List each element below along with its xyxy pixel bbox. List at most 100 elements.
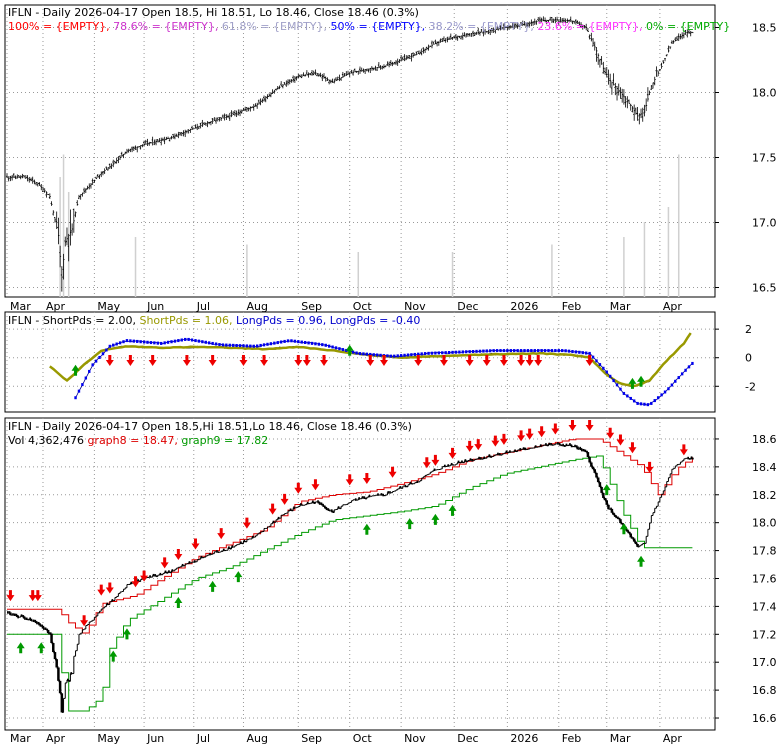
price-candle bbox=[163, 136, 166, 145]
price-candle bbox=[420, 48, 423, 56]
osc-up-arrow bbox=[628, 377, 637, 389]
price-candle bbox=[6, 173, 8, 178]
price-candle bbox=[251, 106, 254, 109]
price-candle bbox=[655, 66, 658, 77]
price-candle bbox=[686, 29, 689, 38]
osc-legend-item: ShortPds = 1.06, bbox=[136, 314, 233, 327]
price-candle bbox=[554, 17, 557, 24]
price-candle bbox=[622, 89, 625, 105]
price-candle bbox=[360, 67, 363, 72]
price-candle bbox=[319, 72, 322, 78]
price-candle bbox=[155, 139, 158, 146]
bands-xtick-label: Mar bbox=[610, 732, 631, 745]
price-candle bbox=[48, 193, 51, 199]
price-candle bbox=[645, 98, 648, 112]
bands-down-arrow bbox=[345, 474, 354, 486]
price-candle bbox=[288, 79, 291, 85]
price-candle bbox=[377, 62, 380, 69]
bands-down-arrow bbox=[448, 447, 457, 459]
bands-ytick-label: 16.6 bbox=[752, 712, 777, 725]
price-candle bbox=[446, 36, 449, 43]
bands-down-arrow bbox=[217, 528, 226, 540]
price-candle bbox=[569, 16, 572, 23]
bands-down-arrow bbox=[280, 493, 289, 505]
price-candle bbox=[364, 69, 367, 74]
fib-legend-item: 0% = {EMPTY} bbox=[643, 20, 731, 33]
bands-up-arrow bbox=[122, 628, 131, 640]
price-candle bbox=[470, 33, 473, 37]
price-candle bbox=[254, 103, 257, 107]
price-candle bbox=[64, 236, 67, 247]
price-candle bbox=[275, 88, 278, 91]
price-candle bbox=[381, 65, 384, 70]
price-candle bbox=[312, 70, 315, 76]
price-candle bbox=[670, 40, 673, 44]
price-candle bbox=[316, 72, 319, 77]
price-candle bbox=[643, 104, 646, 117]
price-candle bbox=[57, 217, 60, 245]
price-candle bbox=[676, 36, 679, 42]
price-candle bbox=[357, 70, 360, 75]
price-candle bbox=[595, 47, 598, 62]
price-candle bbox=[664, 58, 667, 62]
price-candle bbox=[489, 29, 492, 36]
price-xtick-label: Jul bbox=[196, 300, 210, 313]
price-candle bbox=[593, 41, 596, 51]
price-candle bbox=[353, 68, 356, 73]
price-candle bbox=[537, 16, 540, 22]
bands-up-arrow bbox=[405, 518, 414, 530]
price-candle bbox=[398, 59, 401, 63]
price-candle bbox=[604, 67, 607, 75]
price-ytick-label: 16.5 bbox=[752, 282, 777, 295]
price-candle bbox=[16, 174, 19, 179]
bands-down-arrow bbox=[628, 442, 637, 454]
price-candle bbox=[215, 117, 218, 124]
price-candle bbox=[281, 84, 284, 89]
bands-ytick-label: 17.4 bbox=[752, 600, 777, 613]
price-candle bbox=[69, 209, 72, 246]
price-candle bbox=[496, 26, 499, 30]
price-candle bbox=[549, 16, 552, 21]
price-xtick-label: May bbox=[97, 300, 120, 313]
price-candle bbox=[511, 23, 514, 28]
price-candle bbox=[242, 107, 245, 111]
price-candle bbox=[348, 71, 351, 77]
price-candle bbox=[256, 102, 259, 109]
price-candle bbox=[117, 156, 120, 164]
bands-xtick-label: Feb bbox=[562, 732, 581, 745]
osc-down-arrow bbox=[148, 355, 157, 366]
price-candle bbox=[113, 160, 116, 164]
price-candle bbox=[658, 69, 661, 72]
price-candle bbox=[148, 141, 151, 146]
price-candle bbox=[311, 70, 314, 76]
fib-legend-item: 50% = {EMPTY}, bbox=[327, 20, 425, 33]
oscillator-panel: 2 0 -2 IFLN - ShortPds = 2.00, ShortPds = … bbox=[4, 311, 756, 413]
price-candle bbox=[227, 114, 230, 119]
osc-down-arrow bbox=[182, 355, 191, 366]
price-candle bbox=[74, 211, 77, 218]
bands-down-arrow bbox=[174, 549, 183, 561]
price-candle bbox=[616, 85, 619, 101]
osc-down-arrow bbox=[517, 355, 526, 366]
price-candle bbox=[196, 123, 199, 131]
price-candle bbox=[172, 133, 175, 139]
bands-down-arrow bbox=[311, 479, 320, 491]
osc-ytick-label: 2 bbox=[745, 323, 752, 336]
bands-down-arrow bbox=[28, 590, 37, 602]
price-candle bbox=[477, 27, 480, 35]
price-candle bbox=[573, 21, 576, 24]
price-candle bbox=[425, 46, 428, 51]
price-candle bbox=[24, 174, 27, 179]
price-candle bbox=[513, 23, 516, 30]
osc-down-arrow bbox=[534, 355, 543, 366]
price-candle bbox=[43, 188, 46, 193]
price-candle bbox=[21, 173, 24, 179]
price-candle bbox=[463, 32, 466, 37]
price-candle bbox=[237, 109, 240, 116]
price-candle bbox=[9, 175, 12, 182]
price-candle bbox=[362, 68, 365, 73]
price-candle bbox=[317, 73, 320, 77]
price-candle bbox=[300, 74, 303, 79]
bands-down-arrow bbox=[616, 434, 625, 446]
price-candle bbox=[112, 159, 115, 168]
